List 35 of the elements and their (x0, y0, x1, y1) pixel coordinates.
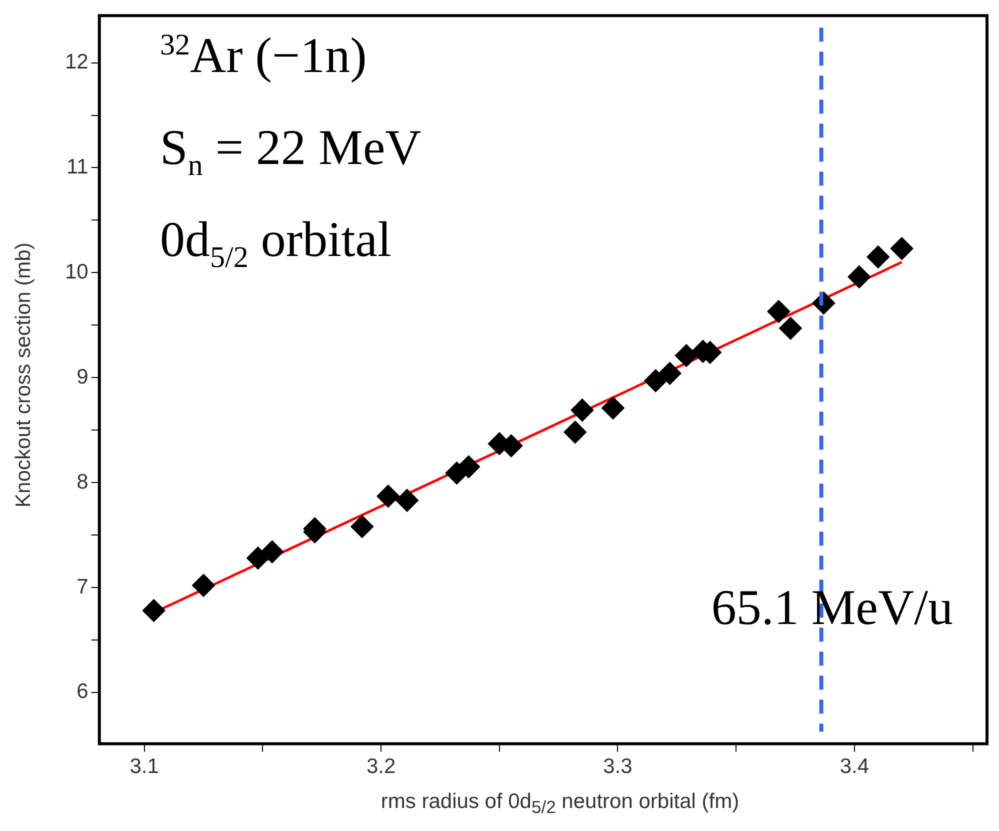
x-axis-title: rms radius of 0d$_{5/2}$ neutron orbital (fm) (380, 790, 740, 818)
annotation: $^{32}$Ar (−1n) (160, 27, 367, 83)
y-tick-label: 12 (65, 50, 88, 74)
point (564, 420, 587, 444)
ref-line-label: 65.1 MeV/u (711, 579, 953, 636)
point (866, 245, 890, 268)
point (779, 316, 802, 340)
point (890, 237, 914, 260)
point (602, 396, 625, 420)
y-tick-label: 9 (76, 365, 88, 388)
y-tick-label: 7 (76, 575, 88, 598)
point (260, 540, 284, 564)
point (658, 362, 682, 385)
x-tick-label: 3.3 (603, 755, 632, 778)
point (142, 599, 166, 622)
point (644, 369, 668, 392)
point (350, 515, 374, 538)
point (570, 398, 594, 422)
x-tick-label: 3.2 (366, 755, 396, 778)
y-tick-label: 10 (65, 260, 88, 284)
point (192, 574, 216, 597)
annotation: 0d$_{5/2}$ orbital (160, 211, 392, 274)
y-tick-label: 11 (66, 156, 88, 179)
point (767, 300, 790, 323)
point (674, 344, 698, 368)
point (376, 484, 400, 508)
point (396, 488, 419, 512)
y-tick-label: 6 (76, 680, 88, 704)
y-tick-label: 8 (76, 470, 88, 494)
x-tick-label: 3.1 (130, 755, 159, 778)
y-axis-title: Knockout cross section (mb) (12, 242, 36, 508)
point (848, 265, 871, 288)
x-tick-label: 3.4 (840, 755, 870, 778)
annotation: S$_{n}$ = 22 MeV (160, 119, 422, 182)
point (246, 546, 270, 570)
